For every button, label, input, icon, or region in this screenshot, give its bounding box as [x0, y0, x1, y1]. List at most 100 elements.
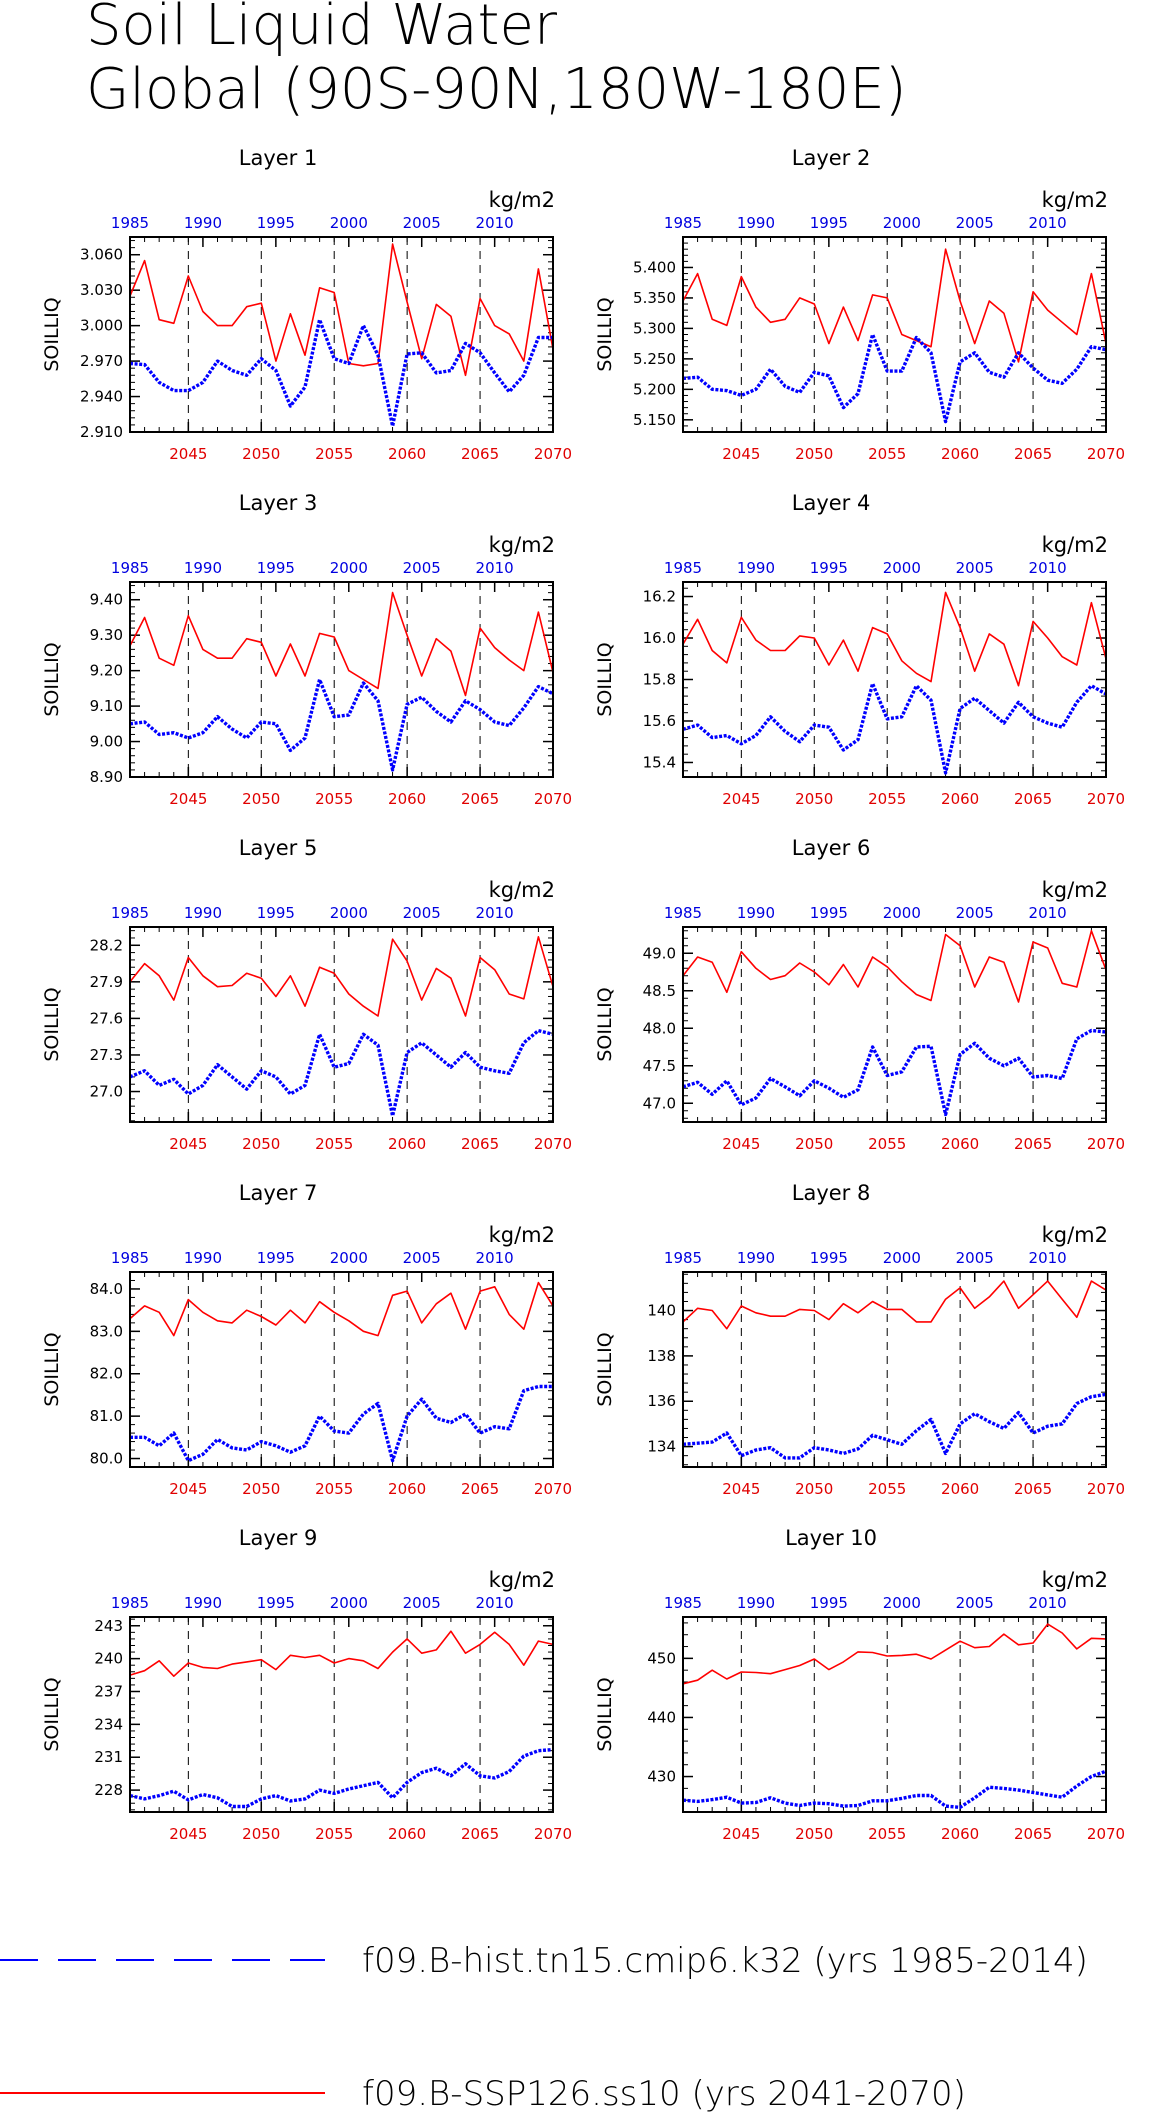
panel-layer-3: Layer 3 kg/m2 SOILLIQ 2045 2050 2055 2060 2065 2… — [41, 491, 572, 808]
y-tick-label: 440 — [647, 1708, 676, 1726]
x-bottom-tick-label: 2055 — [315, 1480, 353, 1498]
series-line-ssp126 — [682, 1623, 1107, 1685]
panel-layer-4: Layer 4 kg/m2 SOILLIQ 2045 2050 2055 2060 2065 2… — [594, 491, 1125, 808]
x-top-tick-label: 1990 — [184, 559, 222, 577]
x-bottom-tick-label: 2065 — [461, 1825, 499, 1843]
y-tick-label: 138 — [647, 1347, 676, 1365]
y-axis-label: SOILLIQ — [594, 297, 616, 371]
y-tick-label: 2.940 — [80, 388, 123, 406]
units-label: kg/m2 — [1042, 533, 1108, 557]
x-top-tick-label: 1985 — [664, 214, 702, 232]
plot-frame — [129, 236, 554, 433]
y-tick-label: 16.2 — [643, 588, 676, 606]
y-axis-label: SOILLIQ — [41, 987, 63, 1061]
x-top-tick-label: 1985 — [111, 1249, 149, 1267]
panel-layer-5: Layer 5 kg/m2 SOILLIQ 2045 2050 2055 2060 2065 2… — [41, 836, 572, 1153]
y-tick-label: 27.3 — [90, 1046, 123, 1064]
x-bottom-tick-label: 2060 — [941, 1480, 979, 1498]
x-top-tick-label: 2010 — [476, 559, 514, 577]
x-bottom-tick-label: 2050 — [795, 1480, 833, 1498]
plot-frame — [682, 1271, 1107, 1468]
y-tick-label: 140 — [647, 1302, 676, 1320]
x-top-tick-label: 2005 — [403, 904, 441, 922]
y-tick-label: 243 — [94, 1617, 123, 1635]
x-top-tick-label: 1990 — [737, 1249, 775, 1267]
x-bottom-tick-label: 2050 — [795, 445, 833, 463]
y-tick-label: 49.0 — [643, 944, 676, 962]
panel-layer-8: Layer 8 kg/m2 SOILLIQ 2045 2050 2055 2060 2065 2… — [594, 1181, 1125, 1498]
x-top-tick-label: 1995 — [810, 559, 848, 577]
x-bottom-tick-label: 2050 — [795, 1135, 833, 1153]
y-tick-label: 9.10 — [90, 697, 123, 715]
y-axis-label: SOILLIQ — [594, 987, 616, 1061]
x-bottom-tick-label: 2050 — [242, 1825, 280, 1843]
x-bottom-tick-label: 2045 — [169, 790, 207, 808]
y-tick-label: 27.9 — [90, 973, 123, 991]
plot-frame — [129, 581, 554, 778]
panel-layer-2: Layer 2 kg/m2 SOILLIQ 2045 2050 2055 2060 2065 2… — [594, 146, 1125, 463]
x-top-tick-label: 1990 — [184, 214, 222, 232]
panel-grid: Layer 1 kg/m2 SOILLIQ 2045 2050 2055 2060 2065 2… — [41, 146, 1125, 1843]
x-bottom-tick-label: 2055 — [868, 445, 906, 463]
panel-layer-7: Layer 7 kg/m2 SOILLIQ 2045 2050 2055 2060 2065 2… — [41, 1181, 572, 1498]
y-tick-label: 47.0 — [643, 1094, 676, 1112]
y-tick-label: 2.910 — [80, 423, 123, 441]
y-axis-label: SOILLIQ — [41, 1332, 63, 1406]
x-bottom-tick-label: 2045 — [722, 445, 760, 463]
y-axis-label: SOILLIQ — [41, 297, 63, 371]
y-tick-label: 5.200 — [633, 380, 676, 398]
x-bottom-tick-label: 2065 — [461, 790, 499, 808]
y-tick-label: 450 — [647, 1649, 676, 1667]
x-top-tick-label: 1990 — [737, 1594, 775, 1612]
x-bottom-tick-label: 2070 — [1087, 790, 1125, 808]
x-bottom-tick-label: 2045 — [169, 1825, 207, 1843]
x-bottom-tick-label: 2050 — [242, 1480, 280, 1498]
y-tick-label: 16.0 — [643, 629, 676, 647]
panel-title: Layer 6 — [792, 836, 871, 860]
x-top-tick-label: 1985 — [111, 559, 149, 577]
y-tick-label: 84.0 — [90, 1280, 123, 1298]
panel-layer-6: Layer 6 kg/m2 SOILLIQ 2045 2050 2055 2060 2065 2… — [594, 836, 1125, 1153]
units-label: kg/m2 — [489, 533, 555, 557]
plot-frame — [129, 1616, 554, 1813]
x-top-tick-label: 2000 — [330, 214, 368, 232]
x-top-tick-label: 1995 — [257, 1594, 295, 1612]
x-top-tick-label: 1990 — [737, 214, 775, 232]
x-bottom-tick-label: 2065 — [1014, 1480, 1052, 1498]
y-tick-label: 3.060 — [80, 246, 123, 264]
plot-frame — [682, 926, 1107, 1123]
legend-label-ssp126: f09.B-SSP126.ss10 (yrs 2041-2070) — [362, 2074, 966, 2114]
panel-title: Layer 7 — [239, 1181, 318, 1205]
y-tick-label: 15.8 — [643, 671, 676, 689]
y-tick-label: 15.4 — [643, 753, 676, 771]
x-top-tick-label: 2005 — [956, 214, 994, 232]
figure-title-line-1: Soil Liquid Water — [86, 0, 557, 58]
panel-title: Layer 10 — [785, 1526, 877, 1550]
y-tick-label: 15.6 — [643, 712, 676, 730]
x-bottom-tick-label: 2065 — [461, 1135, 499, 1153]
y-tick-label: 228 — [94, 1781, 123, 1799]
plot-frame — [682, 581, 1107, 778]
x-bottom-tick-label: 2060 — [388, 790, 426, 808]
units-label: kg/m2 — [489, 1223, 555, 1247]
panel-title: Layer 3 — [239, 491, 318, 515]
y-tick-label: 48.5 — [643, 982, 676, 1000]
y-tick-label: 3.000 — [80, 317, 123, 335]
x-top-tick-label: 1985 — [664, 904, 702, 922]
y-tick-label: 8.90 — [90, 768, 123, 786]
x-bottom-tick-label: 2060 — [941, 1135, 979, 1153]
series-line-hist — [130, 1384, 553, 1463]
x-top-tick-label: 1995 — [810, 214, 848, 232]
x-bottom-tick-label: 2055 — [868, 1825, 906, 1843]
y-tick-label: 136 — [647, 1392, 676, 1410]
y-tick-label: 5.300 — [633, 319, 676, 337]
x-top-tick-label: 2000 — [330, 559, 368, 577]
y-axis-label: SOILLIQ — [41, 642, 63, 716]
y-tick-label: 27.6 — [90, 1009, 123, 1027]
y-tick-label: 9.40 — [90, 591, 123, 609]
x-bottom-tick-label: 2055 — [868, 1135, 906, 1153]
x-top-tick-label: 1990 — [737, 559, 775, 577]
panel-title: Layer 9 — [239, 1526, 318, 1550]
series-line-ssp126 — [129, 935, 554, 1017]
series-line-hist — [682, 1769, 1107, 1810]
